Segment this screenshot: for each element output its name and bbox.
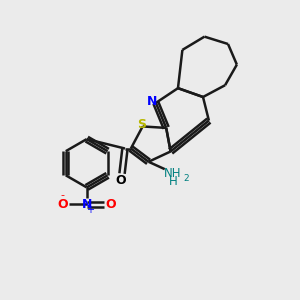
Text: H: H — [169, 175, 177, 188]
Text: O: O — [106, 198, 116, 211]
Text: O: O — [115, 173, 126, 187]
Text: +: + — [86, 205, 94, 215]
Text: 2: 2 — [183, 174, 189, 183]
Text: S: S — [138, 118, 147, 131]
Text: NH: NH — [164, 167, 182, 180]
Text: -: - — [61, 190, 64, 200]
Text: O: O — [57, 198, 68, 211]
Text: N: N — [82, 198, 92, 211]
Text: N: N — [147, 95, 158, 108]
